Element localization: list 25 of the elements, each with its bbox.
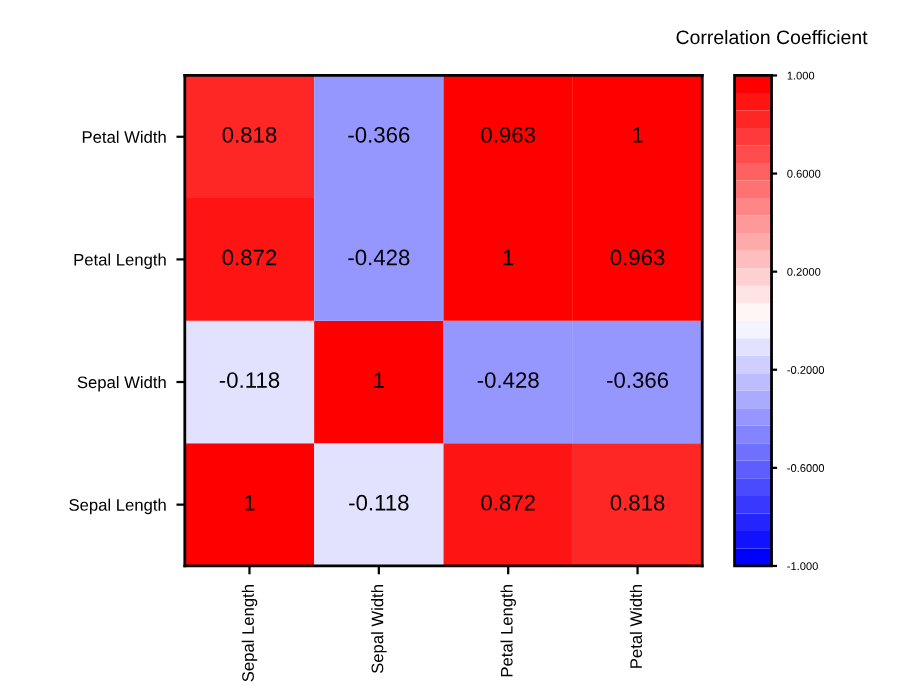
data-label: 0.872 xyxy=(222,249,277,266)
data-label: 0.963 xyxy=(481,127,536,143)
y-tick-label: Petal Width xyxy=(82,130,166,143)
x-tick-label: Sepal Length xyxy=(241,585,258,682)
x-tick-label: Petal Width xyxy=(629,585,643,668)
data-label: 0.872 xyxy=(481,494,535,511)
y-tick-label: Petal Length xyxy=(74,253,166,269)
y-tick-label: Sepal Length xyxy=(69,498,166,515)
data-label: -0.428 xyxy=(477,372,539,388)
data-label: -0.366 xyxy=(348,127,410,143)
x-tick-label: Petal Length xyxy=(500,585,516,677)
data-label: -0.118 xyxy=(349,494,409,511)
data-label: -0.118 xyxy=(219,372,280,388)
data-label: 0.818 xyxy=(222,127,277,143)
data-label: -0.428 xyxy=(348,249,410,266)
x-tick-label: Sepal Width xyxy=(371,585,387,674)
data-label: 1 xyxy=(633,127,643,143)
data-label: 0.963 xyxy=(610,249,665,266)
data-label: 0.818 xyxy=(610,494,665,511)
data-label: 1 xyxy=(245,495,255,511)
data-label: 1 xyxy=(374,372,384,388)
data-label: -0.366 xyxy=(607,372,669,388)
y-tick-label: Sepal Width xyxy=(77,375,166,392)
color-bar-title: Correlation Coefficient xyxy=(676,29,868,45)
data-label: 1 xyxy=(503,249,514,266)
